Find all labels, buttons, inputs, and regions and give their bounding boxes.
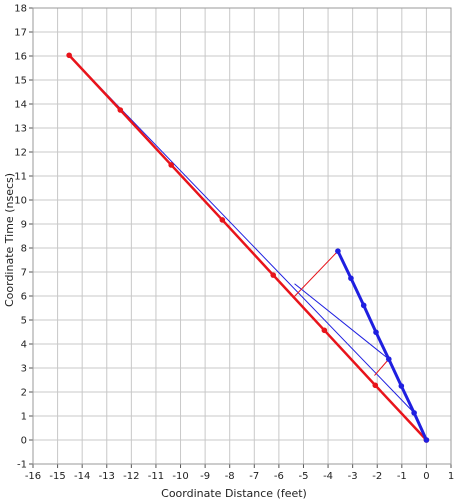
series-line xyxy=(68,54,415,414)
x-tick-label: -1 xyxy=(397,471,407,482)
series-4-thin-red xyxy=(294,250,339,297)
x-tick-label: -7 xyxy=(249,471,259,482)
series-3-thin-blue xyxy=(294,283,390,360)
y-tick-label: 11 xyxy=(14,172,27,183)
x-tick-label: -16 xyxy=(25,471,41,482)
series-layer xyxy=(66,52,430,443)
y-tick-label: 2 xyxy=(21,388,27,399)
data-point xyxy=(398,383,405,389)
x-tick-label: -4 xyxy=(323,471,333,482)
x-tick-label: -10 xyxy=(172,471,188,482)
data-point xyxy=(372,382,379,389)
y-tick-label: 4 xyxy=(21,340,27,351)
y-tick-label: 9 xyxy=(21,220,27,231)
x-tick-label: -11 xyxy=(148,471,164,482)
x-tick-label: -2 xyxy=(372,471,382,482)
y-tick-label: 18 xyxy=(14,4,27,15)
data-point xyxy=(423,437,430,443)
series-2-thin-blue xyxy=(68,54,415,414)
y-tick-label: 12 xyxy=(14,148,27,159)
y-tick-label: 7 xyxy=(21,268,27,279)
x-tick-label: -3 xyxy=(348,471,358,482)
y-tick-label: 16 xyxy=(14,52,27,63)
data-point xyxy=(168,162,174,168)
data-point xyxy=(385,356,392,362)
y-tick-label: 10 xyxy=(14,196,27,207)
x-tick-label: -6 xyxy=(274,471,284,482)
series-line xyxy=(336,249,428,442)
x-tick-label: -13 xyxy=(99,471,115,482)
data-point xyxy=(373,329,379,336)
x-tick-label: -14 xyxy=(74,471,90,482)
series-1-thick-blue-with-markers xyxy=(335,248,430,443)
data-point xyxy=(411,410,417,416)
y-tick-label: 1 xyxy=(21,412,27,423)
y-tick-label: 17 xyxy=(14,28,27,39)
y-tick-label: 14 xyxy=(14,100,27,111)
x-tick-label: 1 xyxy=(448,471,454,482)
x-tick-label: -8 xyxy=(225,471,235,482)
y-tick-label: -1 xyxy=(17,460,27,471)
data-point xyxy=(66,52,72,59)
y-tick-label: 3 xyxy=(21,364,27,375)
y-tick-label: 6 xyxy=(21,292,27,303)
x-tick-label: -9 xyxy=(200,471,210,482)
y-tick-label: 0 xyxy=(21,436,27,447)
data-point xyxy=(360,302,367,309)
y-tick-label: 15 xyxy=(14,76,27,87)
data-point xyxy=(270,272,277,278)
data-point xyxy=(117,107,124,113)
series-line xyxy=(67,54,428,442)
data-point xyxy=(348,275,354,282)
series-5-thin-red xyxy=(374,358,390,376)
data-point xyxy=(321,327,328,334)
x-tick-label: -5 xyxy=(298,471,308,482)
x-tick-label: 0 xyxy=(423,471,429,482)
y-tick-label: 8 xyxy=(21,244,27,255)
data-point xyxy=(219,217,226,223)
data-point xyxy=(335,248,341,254)
y-tick-label: 5 xyxy=(21,316,27,327)
x-tick-label: -12 xyxy=(123,471,139,482)
series-line xyxy=(374,358,390,376)
plot-frame xyxy=(32,7,452,465)
y-axis-label: Coordinate Time (nsecs) xyxy=(3,173,16,307)
x-axis-ticks: -16 -15 -14 -13 -12 -11 -10 -9 -8 -7 -6 -5 -4 -3 -2 -1 0… xyxy=(25,464,454,482)
series-line xyxy=(294,250,339,297)
y-tick-label: 13 xyxy=(14,124,27,135)
series-line xyxy=(294,283,390,360)
x-tick-label: -15 xyxy=(49,471,65,482)
x-axis-label: Coordinate Distance (feet) xyxy=(161,487,307,500)
